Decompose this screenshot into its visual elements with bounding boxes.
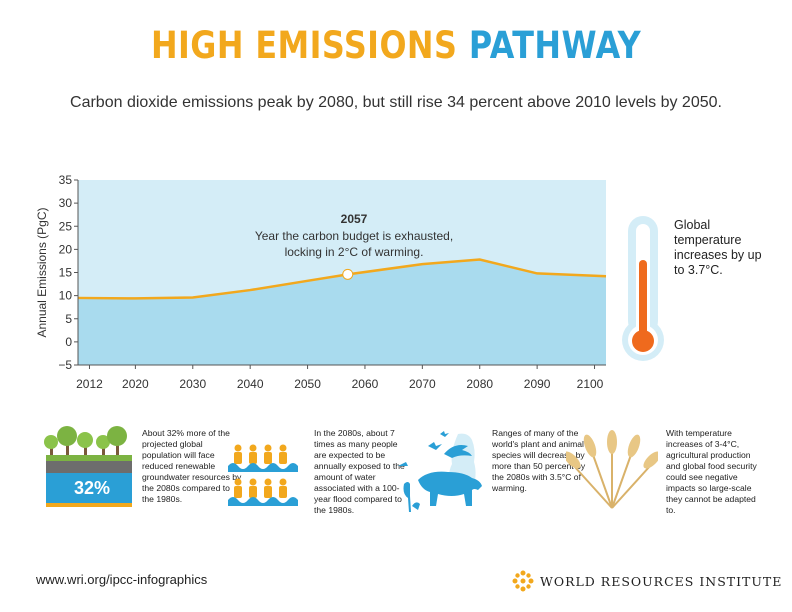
y-tick-label: 10 xyxy=(59,289,73,303)
impact-text-groundwater: About 32% more of the projected global p… xyxy=(142,428,242,504)
wildlife-icon xyxy=(398,431,482,512)
annotation-line-2: locking in 2°C of warming. xyxy=(285,245,424,259)
wri-name: WORLD RESOURCES INSTITUTE xyxy=(540,573,783,589)
title-part-1: HIGH EMISSIONS xyxy=(150,24,458,67)
x-tick-label: 2020 xyxy=(122,377,149,391)
flood-icon xyxy=(228,444,298,506)
x-tick-label: 2050 xyxy=(294,377,321,391)
groundwater-icon xyxy=(44,426,132,507)
y-tick-label: 30 xyxy=(59,196,73,210)
x-tick-label: 2012 xyxy=(76,377,103,391)
y-tick-label: 35 xyxy=(59,173,73,187)
annotation-year: 2057 xyxy=(341,212,368,226)
x-tick-label: 2040 xyxy=(237,377,264,391)
y-tick-label: 5 xyxy=(65,312,72,326)
thermometer-icon xyxy=(622,216,664,361)
x-tick-label: 2080 xyxy=(466,377,493,391)
x-tick-label: 2100 xyxy=(577,377,604,391)
wheat-icon xyxy=(566,430,658,509)
y-tick-label: 15 xyxy=(59,266,73,280)
x-tick-label: 2090 xyxy=(524,377,551,391)
y-tick-label: 0 xyxy=(65,335,72,349)
budget-exhausted-marker xyxy=(342,268,354,280)
title-part-2: PATHWAY xyxy=(468,24,642,67)
x-tick-label: 2060 xyxy=(352,377,379,391)
x-tick-label: 2070 xyxy=(409,377,436,391)
annotation-line-1: Year the carbon budget is exhausted, xyxy=(255,229,453,243)
page-title: HIGH EMISSIONS PATHWAY xyxy=(55,24,736,67)
y-tick-label: 20 xyxy=(59,242,73,256)
wri-logo-icon xyxy=(512,570,534,592)
impact-text-wheat: With temperature increases of 3-4°C, agr… xyxy=(666,428,757,515)
impact-text-flood: In the 2080s, about 7 times as many peop… xyxy=(314,428,405,515)
subtitle: Carbon dioxide emissions peak by 2080, b… xyxy=(70,94,722,111)
thermometer-text: Global temperature increases by up to 3.… xyxy=(674,218,762,277)
x-tick-label: 2030 xyxy=(179,377,206,391)
y-tick-label: 25 xyxy=(59,219,73,233)
y-tick-label: −5 xyxy=(58,358,72,372)
groundwater-stat: 32% xyxy=(73,478,111,498)
wri-logo: WORLD RESOURCES INSTITUTE xyxy=(512,570,782,592)
emissions-area xyxy=(78,259,606,365)
y-axis-label: Annual Emissions (PgC) xyxy=(35,207,49,337)
footer-url[interactable]: www.wri.org/ipcc-infographics xyxy=(36,572,208,587)
impact-text-wildlife: Ranges of many of the world's plant and … xyxy=(492,428,586,493)
